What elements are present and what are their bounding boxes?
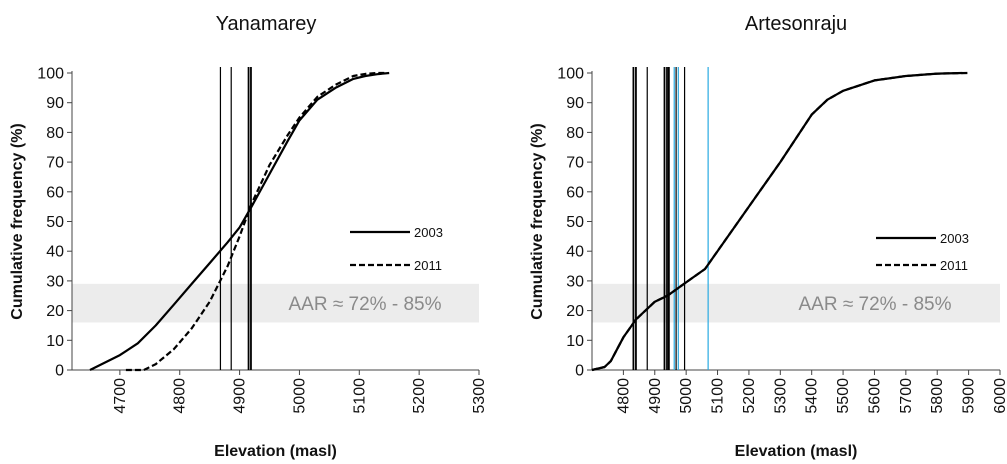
y-tick-label: 90	[566, 95, 584, 112]
y-tick-label: 70	[566, 155, 584, 172]
y-tick-label: 10	[46, 333, 64, 350]
chart-title: Artesonraju	[745, 13, 847, 35]
x-tick-label: 4800	[172, 378, 189, 414]
legend-label: 2011	[940, 258, 968, 273]
legend-label: 2011	[414, 258, 442, 273]
y-tick-label: 100	[37, 66, 64, 83]
x-tick-label: 4900	[232, 378, 249, 414]
series-line-2011	[591, 71, 969, 372]
y-tick-label: 70	[46, 155, 64, 172]
x-tick-label: 5200	[411, 378, 428, 414]
x-tick-label: 5100	[710, 378, 727, 414]
series-line-2011	[125, 71, 387, 372]
aar-band	[72, 283, 479, 323]
x-tick-label: 6000	[992, 378, 1007, 414]
x-tick-label: 5900	[961, 378, 978, 414]
y-tick-label: 90	[46, 95, 64, 112]
y-tick-label: 100	[557, 66, 584, 83]
y-tick-label: 60	[46, 184, 64, 201]
y-tick-label: 0	[55, 363, 64, 380]
y-tick-label: 20	[46, 303, 64, 320]
x-tick-label: 5800	[929, 378, 946, 414]
aar-label: AAR ≈ 72% - 85%	[799, 294, 952, 315]
y-tick-label: 80	[566, 125, 584, 142]
yanamarey-panel: Yanamarey 0 10 20 30 40 50 60 70 80 90 100 4700 4800 4…	[9, 13, 488, 460]
y-tick-label: 40	[46, 244, 64, 261]
x-tick-label: 4700	[112, 378, 129, 414]
chart-title: Yanamarey	[216, 13, 317, 35]
y-tick-label: 20	[566, 303, 584, 320]
aar-label: AAR ≈ 72% - 85%	[289, 294, 442, 315]
x-tick-label: 5000	[291, 378, 308, 414]
legend-label: 2003	[414, 225, 443, 240]
x-tick-label: 5500	[835, 378, 852, 414]
series-line-2003	[89, 71, 390, 371]
y-tick-label: 10	[566, 333, 584, 350]
x-axis-label: Elevation (masl)	[735, 443, 858, 460]
x-axis-label: Elevation (masl)	[214, 443, 337, 460]
y-tick-label: 30	[566, 273, 584, 290]
x-tick-label: 4900	[647, 378, 664, 414]
x-tick-label: 4800	[615, 378, 632, 414]
x-tick-label: 5700	[898, 378, 915, 414]
y-tick-label: 0	[575, 363, 584, 380]
x-tick-label: 5400	[804, 378, 821, 414]
x-tick-label: 5200	[741, 378, 758, 414]
y-tick-label: 50	[46, 214, 64, 231]
y-tick-label: 50	[566, 214, 584, 231]
y-tick-label: 60	[566, 184, 584, 201]
y-tick-label: 80	[46, 125, 64, 142]
y-tick-label: 40	[566, 244, 584, 261]
x-tick-label: 5600	[866, 378, 883, 414]
y-axis-label: Cumulative frequency (%)	[529, 123, 546, 319]
y-tick-label: 30	[46, 273, 64, 290]
x-tick-label: 5100	[351, 378, 368, 414]
legend-label: 2003	[940, 231, 969, 246]
x-tick-label: 5300	[772, 378, 789, 414]
x-tick-label: 5000	[678, 378, 695, 414]
y-axis-label: Cumulative frequency (%)	[9, 123, 26, 319]
artesonraju-panel: Artesonraju 0 10 20 30 40 50 60 70 80 90 100 4800 490…	[529, 13, 1007, 460]
aar-band	[592, 283, 1000, 323]
x-tick-label: 5300	[471, 378, 488, 414]
